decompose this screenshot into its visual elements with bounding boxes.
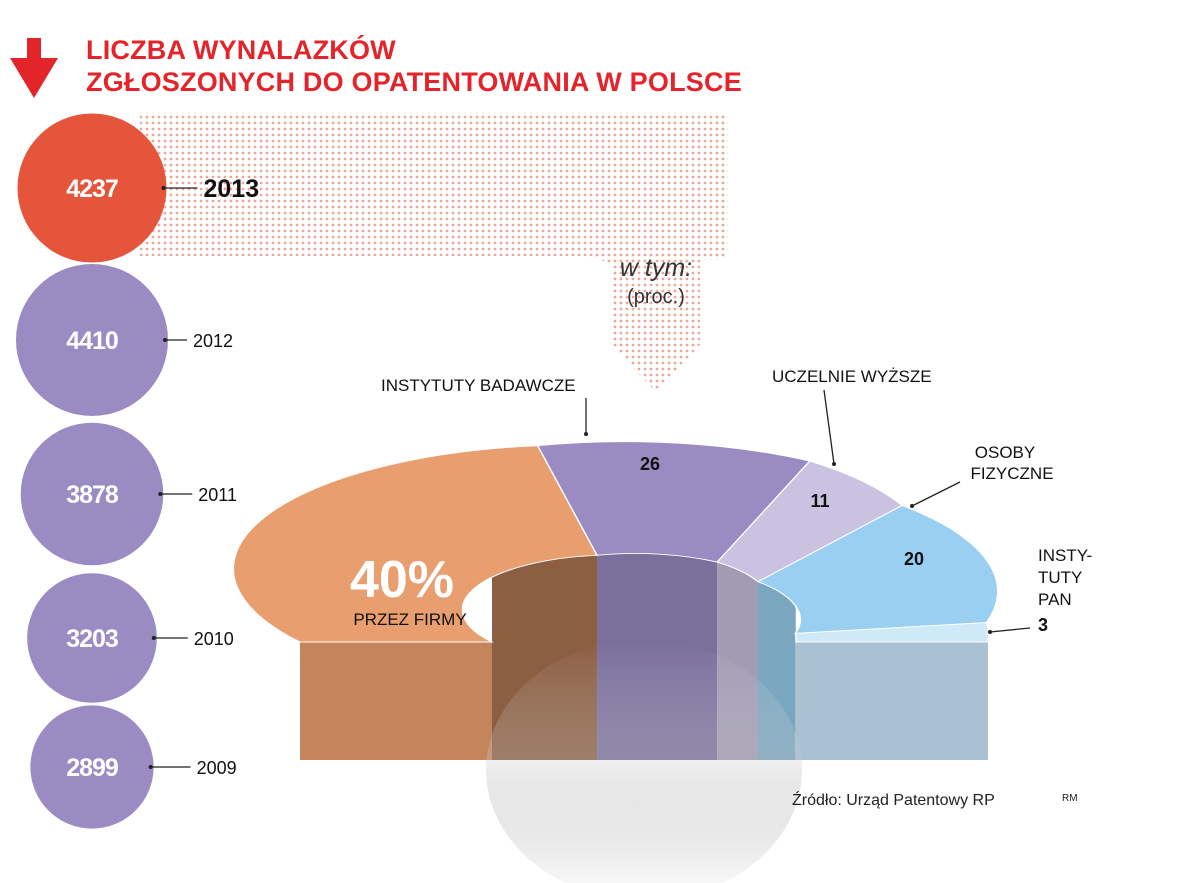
callout-label-osoby-fizyczne: OSOBY (975, 443, 1035, 462)
title-line-2: ZGŁOSZONYCH DO OPATENTOWANIA W POLSCE (86, 67, 742, 97)
leader-dot (148, 765, 153, 769)
author-initials: RM (1062, 793, 1078, 804)
year-label: 2010 (194, 629, 234, 649)
year-label: 2009 (197, 758, 237, 778)
bubble-circle (30, 705, 154, 829)
slice-instytuty-badawcze (536, 441, 811, 563)
year-bubble-2009: 2899 2009 (30, 705, 237, 829)
page-title: LICZBA WYNALAZKÓW ZGŁOSZONYCH DO OPATENT… (86, 34, 742, 98)
callout-label-osoby-fizyczne: FIZYCZNE (970, 464, 1053, 483)
title-line-1: LICZBA WYNALAZKÓW (86, 35, 396, 65)
bubble-circle (27, 573, 157, 703)
arrow-down-icon (10, 38, 58, 98)
slice-value-instytuty-pan: 3 (1038, 615, 1048, 635)
year-bubbles: 4237 2013 4410 2012 3878 2011 3203 2010 2899 2009 (16, 113, 259, 829)
year-bubble-2013: 4237 2013 (17, 113, 259, 263)
slice-value-firmy: 40% (350, 551, 454, 609)
breakdown-heading-label: w tym: (620, 254, 692, 282)
slice-osoby-fizyczne (756, 504, 999, 634)
year-label: 2013 (203, 175, 259, 203)
source-note: Źródło: Urząd Patentowy RP (792, 790, 995, 809)
callout-line (911, 481, 961, 507)
slice-insty-tuty-pan (794, 622, 990, 643)
callout-dot (988, 630, 992, 634)
bubble-value-label: 3878 (66, 481, 119, 509)
callout-label-instytuty-pan: PAN (1038, 590, 1072, 609)
leader-dot (163, 338, 167, 342)
bubble-value-label: 3203 (66, 625, 118, 653)
slice-przez-firmy (232, 445, 599, 643)
callout-dot (584, 432, 588, 436)
dotted-connector (140, 112, 728, 392)
year-label: 2011 (198, 485, 237, 505)
slice-value-instytuty-badawcze: 26 (640, 454, 660, 474)
bubble-value-label: 2899 (66, 754, 118, 782)
bubble-circle (17, 113, 167, 263)
callout-label-instytuty-pan: TUTY (1038, 568, 1082, 587)
breakdown-heading-unit: (proc.) (627, 286, 685, 308)
bubble-circle (16, 264, 168, 416)
callout-dot (910, 504, 914, 508)
callout-dot (832, 462, 836, 466)
callout-label-instytuty-pan: INSTY- (1038, 546, 1092, 565)
year-label: 2012 (193, 331, 233, 351)
slice-value-osoby-fizyczne: 20 (904, 549, 924, 569)
slab-face (795, 552, 796, 760)
slice-value-uczelnie: 11 (810, 491, 829, 511)
year-bubble-2012: 4410 2012 (16, 264, 233, 416)
leader-dot (151, 636, 156, 640)
slice-label-firmy: PRZEZ FIRMY (353, 610, 466, 629)
bubble-circle (20, 422, 164, 566)
year-bubble-2010: 3203 2010 (27, 573, 234, 703)
hole-shadow (486, 640, 802, 883)
callout-label-uczelnie: UCZELNIE WYŻSZE (772, 367, 932, 386)
leader-dot (158, 492, 163, 496)
callout-line (989, 627, 1031, 633)
bubble-value-label: 4237 (66, 175, 118, 203)
bubble-value-label: 4410 (66, 327, 118, 355)
callout-label-instytuty-badawcze: INSTYTUTY BADAWCZE (381, 376, 576, 395)
callout-line (823, 389, 835, 465)
half-donut-chart: 40%PRZEZ FIRMY 26 11 20 INSTYTUTY BADAWCZE UC… (232, 367, 1092, 883)
year-bubble-2011: 3878 2011 (20, 422, 237, 566)
leader-dot (161, 186, 166, 190)
